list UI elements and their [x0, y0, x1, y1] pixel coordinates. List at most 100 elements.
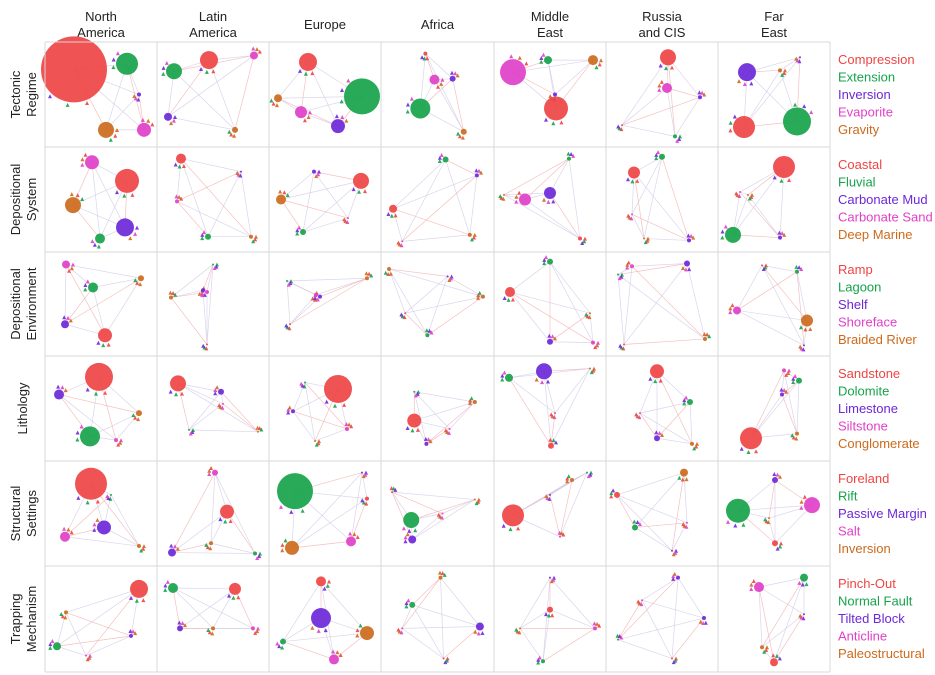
edge-arrowhead: [619, 635, 624, 640]
panel: [501, 470, 593, 538]
network-node: [772, 540, 778, 547]
network-node: [687, 238, 691, 243]
edge-arrowhead: [129, 595, 134, 600]
edge-arrowhead: [687, 267, 692, 272]
edge-arrowhead: [146, 118, 151, 123]
network-node: [404, 312, 407, 315]
network-edge: [402, 626, 480, 629]
edge-arrowhead: [386, 271, 391, 276]
edge-arrowhead: [201, 343, 206, 348]
network-node: [387, 267, 392, 272]
edge-arrowhead: [809, 110, 814, 115]
panel: [720, 155, 795, 243]
network-edge: [206, 264, 214, 345]
network-edge: [240, 171, 252, 237]
edge-arrowhead: [68, 318, 73, 323]
network-edge: [280, 180, 362, 200]
network-node: [760, 645, 764, 650]
edge-arrowhead: [209, 466, 214, 471]
edge-arrowhead: [161, 71, 166, 76]
network-node: [441, 512, 444, 515]
network-edge: [64, 264, 67, 325]
edge-arrowhead: [632, 519, 637, 524]
network-edge: [547, 60, 556, 95]
network-edge: [686, 263, 706, 340]
network-node: [503, 193, 505, 196]
edge-arrowhead: [537, 655, 542, 660]
network-node: [621, 124, 623, 127]
edge-arrowhead: [274, 103, 279, 108]
edge-arrowhead: [790, 433, 795, 438]
network-edge: [58, 394, 140, 414]
edge-arrowhead: [732, 114, 737, 119]
edge-arrowhead: [169, 121, 174, 126]
edge-arrowhead: [60, 385, 65, 390]
panel: [168, 375, 264, 436]
edge-arrowhead: [728, 310, 733, 315]
edge-arrowhead: [720, 229, 725, 234]
network-node: [276, 194, 286, 205]
edge-arrowhead: [540, 380, 545, 385]
network-node: [212, 263, 214, 266]
edge-arrowhead: [749, 582, 754, 587]
network-edge: [289, 277, 368, 325]
network-edge: [639, 412, 658, 439]
edge-arrowhead: [643, 240, 648, 245]
edge-arrowhead: [280, 542, 285, 547]
edge-arrowhead: [648, 376, 653, 381]
network-edge: [388, 268, 406, 314]
network-edge: [412, 499, 476, 540]
network-node: [547, 338, 553, 345]
network-node: [740, 427, 762, 450]
edge-arrowhead: [659, 79, 664, 84]
network-edge: [641, 600, 673, 659]
network-node: [169, 295, 173, 300]
edge-arrowhead: [118, 438, 123, 443]
network-edge: [743, 57, 801, 128]
edge-arrowhead: [85, 279, 90, 284]
edge-arrowhead: [80, 197, 85, 202]
edge-arrowhead: [164, 60, 169, 65]
edge-arrowhead: [130, 192, 135, 197]
network-edge: [549, 312, 591, 343]
panel: [61, 260, 144, 348]
edge-arrowhead: [175, 546, 180, 551]
network-edge: [641, 577, 679, 601]
edge-arrowhead: [259, 427, 264, 432]
edge-arrowhead: [547, 333, 552, 338]
network-node: [772, 477, 778, 484]
network-edge: [623, 263, 688, 345]
edge-arrowhead: [684, 395, 689, 400]
network-edge: [617, 274, 625, 345]
network-edge: [404, 312, 428, 336]
network-node: [541, 659, 545, 664]
network-node: [98, 121, 114, 138]
panel: [615, 571, 708, 665]
edge-arrowhead: [48, 642, 53, 647]
edge-arrowhead: [316, 169, 321, 174]
edge-arrowhead: [177, 194, 182, 199]
network-edge: [758, 586, 775, 663]
network-node: [547, 606, 553, 613]
panel: [383, 267, 485, 338]
network-node: [446, 275, 449, 278]
edge-arrowhead: [799, 505, 804, 510]
edge-arrowhead: [105, 494, 110, 499]
edge-arrowhead: [348, 531, 353, 536]
edge-arrowhead: [625, 265, 630, 270]
network-edge: [404, 276, 448, 314]
edge-arrowhead: [85, 657, 90, 662]
network-node: [344, 78, 380, 115]
edge-arrowhead: [524, 61, 529, 66]
edge-arrowhead: [200, 236, 205, 241]
edge-arrowhead: [128, 236, 133, 241]
edge-arrowhead: [393, 487, 398, 492]
edge-arrowhead: [595, 343, 600, 348]
edge-arrowhead: [410, 428, 415, 433]
network-edge: [171, 472, 216, 553]
network-node: [331, 119, 345, 134]
network-edge: [291, 472, 363, 549]
network-node: [85, 155, 99, 170]
edge-arrowhead: [782, 232, 787, 237]
